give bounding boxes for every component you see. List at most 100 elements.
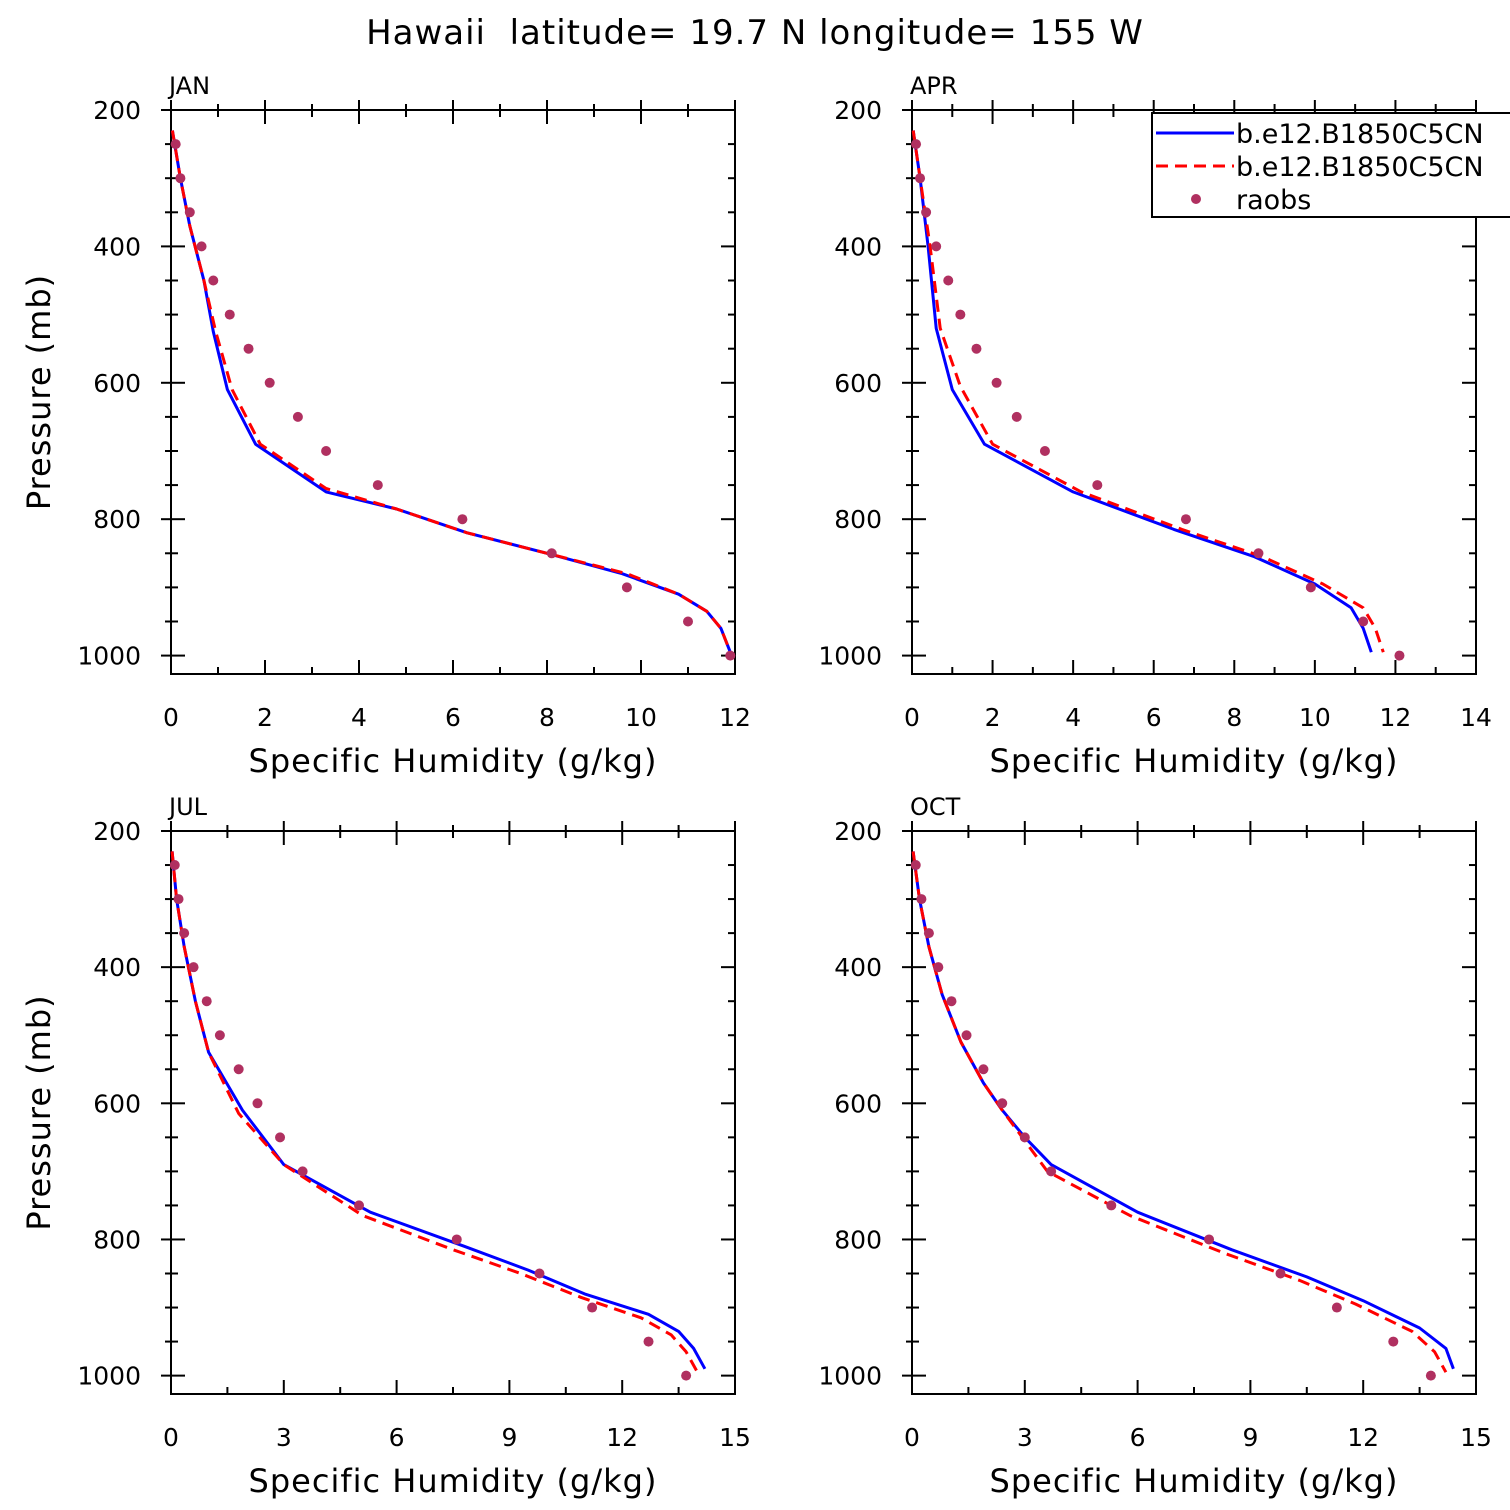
raobs-point <box>961 1030 972 1041</box>
x-tick-label: 2 <box>257 703 273 732</box>
raobs-point <box>946 996 957 1007</box>
x-tick-label: 0 <box>904 1423 920 1452</box>
y-tick-label: 600 <box>834 1089 882 1118</box>
x-axis-title: Specific Humidity (g/kg) <box>249 1462 658 1500</box>
raobs-point <box>1394 650 1405 661</box>
x-tick-label: 10 <box>625 703 657 732</box>
series-line-dashed <box>911 851 1448 1373</box>
raobs-point <box>321 445 332 456</box>
raobs-point <box>546 548 557 559</box>
raobs-point <box>1046 1166 1057 1177</box>
series-line-dashed <box>170 130 732 653</box>
legend-box <box>1151 112 1510 218</box>
y-tick-label: 1000 <box>818 642 882 671</box>
y-tick-label: 1000 <box>77 642 141 671</box>
raobs-point <box>943 275 954 286</box>
x-tick-label: 3 <box>1017 1423 1033 1452</box>
x-tick-label: 0 <box>163 1423 179 1452</box>
raobs-point <box>621 582 632 593</box>
series-line-solid <box>911 851 1455 1370</box>
x-axis-title: Specific Humidity (g/kg) <box>249 742 658 780</box>
raobs-point <box>1011 411 1022 422</box>
y-tick-label: 600 <box>834 369 882 398</box>
y-tick-label: 200 <box>93 817 141 846</box>
x-tick-label: 4 <box>1065 703 1081 732</box>
y-tick-label: 600 <box>93 369 141 398</box>
raobs-point <box>991 377 1002 388</box>
raobs-point <box>587 1302 598 1313</box>
raobs-point <box>451 1234 462 1245</box>
x-axis-title: Specific Humidity (g/kg) <box>990 1462 1399 1500</box>
panel-jul: JUL 0 3 6 9 12 15 200 400 600 800 1000 Specific Humi… <box>20 793 751 1500</box>
raobs-point <box>184 207 195 218</box>
x-tick-label: 8 <box>1226 703 1242 732</box>
y-tick-label: 800 <box>93 1225 141 1254</box>
plot-frame <box>911 830 1477 1395</box>
raobs-point <box>916 894 927 905</box>
x-tick-label: 6 <box>1146 703 1162 732</box>
y-tick-label: 800 <box>93 505 141 534</box>
x-tick-label: 0 <box>904 703 920 732</box>
raobs-point <box>683 616 693 627</box>
x-tick-label: 12 <box>719 703 751 732</box>
y-tick-label: 800 <box>834 505 882 534</box>
raobs-point <box>252 1098 263 1109</box>
plot-frame <box>170 830 736 1395</box>
series-line-solid <box>911 130 1373 653</box>
raobs-point <box>175 173 186 184</box>
raobs-point <box>1358 616 1369 627</box>
raobs-point <box>1019 1132 1030 1143</box>
series-line-solid <box>170 130 732 653</box>
raobs-point <box>915 173 926 184</box>
panel-label: JUL <box>167 793 208 821</box>
raobs-point <box>457 514 468 525</box>
panel-label: APR <box>910 72 958 100</box>
x-tick-label: 12 <box>1380 703 1412 732</box>
y-axis-title: Pressure (mb) <box>20 274 58 510</box>
raobs-point <box>933 962 944 973</box>
raobs-point <box>910 860 921 871</box>
x-tick-label: 12 <box>1347 1423 1379 1452</box>
raobs-point <box>275 1132 286 1143</box>
y-tick-label: 400 <box>93 953 141 982</box>
raobs-point <box>971 343 982 354</box>
panel-apr: APR 0 2 4 6 8 10 12 14 200 400 600 800 1000 Specific H… <box>818 72 1492 780</box>
raobs-point <box>297 1166 308 1177</box>
raobs-point <box>170 139 181 150</box>
x-tick-label: 12 <box>606 1423 638 1452</box>
raobs-point <box>173 894 184 905</box>
y-tick-label: 400 <box>834 953 882 982</box>
legend-label: raobs <box>1236 185 1311 216</box>
series-line-dashed <box>170 851 699 1373</box>
raobs-point <box>201 996 212 1007</box>
y-axis-title: Pressure (mb) <box>20 994 58 1230</box>
y-tick-label: 1000 <box>77 1362 141 1391</box>
raobs-point <box>372 480 383 491</box>
x-tick-label: 10 <box>1299 703 1331 732</box>
raobs-point <box>354 1200 364 1211</box>
raobs-point <box>1204 1234 1215 1245</box>
legend-label: b.e12.B1850C5CN <box>1236 119 1484 150</box>
x-axis-title: Specific Humidity (g/kg) <box>990 742 1399 780</box>
raobs-point <box>264 377 275 388</box>
x-tick-label: 15 <box>719 1423 751 1452</box>
x-tick-label: 6 <box>1130 1423 1146 1452</box>
raobs-point <box>188 962 199 973</box>
raobs-point <box>911 139 922 150</box>
x-tick-label: 9 <box>1242 1423 1258 1452</box>
series-line-dashed <box>911 130 1385 653</box>
x-tick-label: 2 <box>985 703 1001 732</box>
raobs-point <box>214 1030 225 1041</box>
panel-oct: OCT 0 3 6 9 12 15 200 400 600 800 1000 Specific Humi… <box>818 793 1492 1500</box>
x-tick-label: 15 <box>1460 1423 1492 1452</box>
raobs-point <box>208 275 219 286</box>
raobs-point <box>1092 480 1103 491</box>
y-tick-label: 1000 <box>818 1362 882 1391</box>
x-tick-label: 6 <box>445 703 461 732</box>
panel-jan: JAN 0 2 4 6 8 10 12 200 400 600 800 1000 Specific Hum… <box>20 72 751 780</box>
legend-marker-raobs <box>1191 194 1201 204</box>
panel-label: OCT <box>910 793 961 821</box>
legend-label: b.e12.B1850C5CN <box>1236 152 1484 183</box>
